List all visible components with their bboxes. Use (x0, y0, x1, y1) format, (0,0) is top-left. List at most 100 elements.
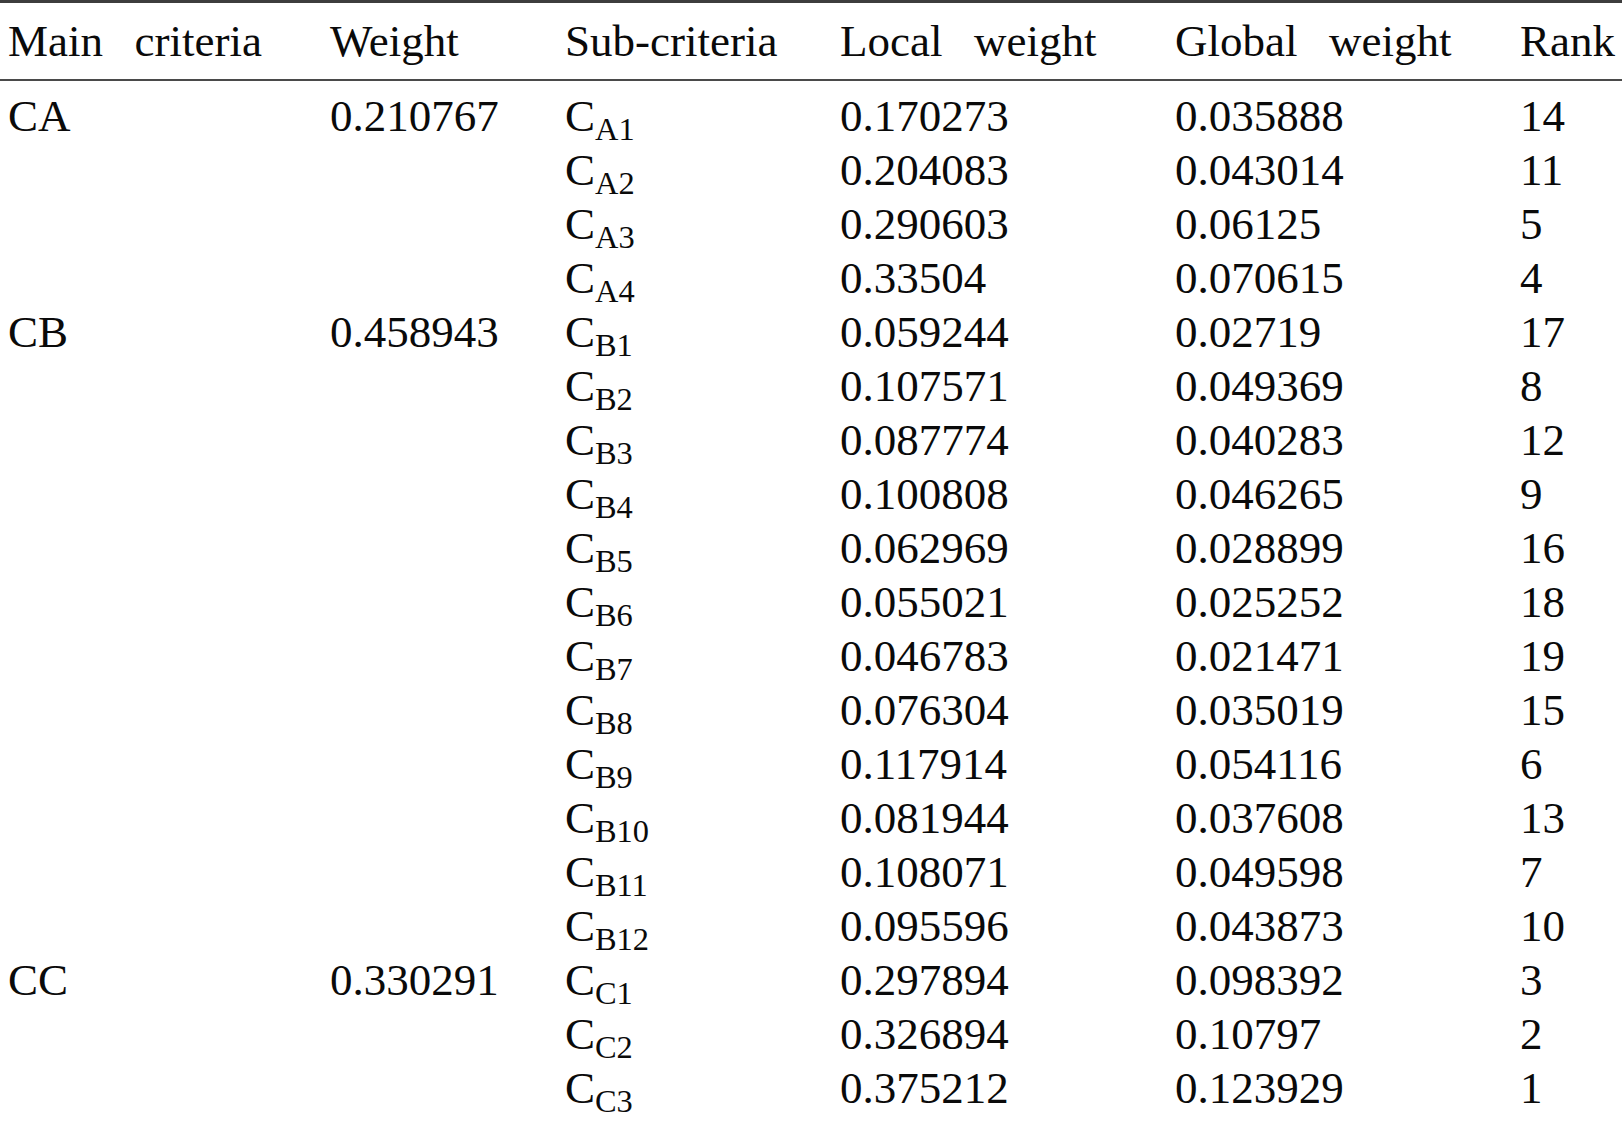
sub-criteria-cell: CC3 (565, 1061, 840, 1144)
header-local-weight: Local weight (840, 2, 1175, 81)
local-weight-cell: 0.204083 (840, 143, 1175, 197)
sub-criteria-label: CB10 (565, 793, 649, 843)
local-weight-cell: 0.326894 (840, 1007, 1175, 1061)
sub-criteria-cell: CB11 (565, 845, 840, 899)
sub-criteria-base: C (565, 577, 595, 627)
sub-criteria-cell: CA1 (565, 80, 840, 143)
main-criteria-cell (0, 359, 330, 413)
main-criteria-cell (0, 683, 330, 737)
header-main-criteria: Main criteria (0, 2, 330, 81)
table-row: CC20.3268940.107972 (0, 1007, 1622, 1061)
weight-cell (330, 683, 565, 737)
sub-criteria-subscript: C3 (595, 1083, 633, 1119)
sub-criteria-label: CA3 (565, 199, 635, 249)
sub-criteria-subscript: A1 (595, 111, 635, 147)
weight-cell (330, 629, 565, 683)
main-criteria-cell (0, 251, 330, 305)
local-weight-cell: 0.055021 (840, 575, 1175, 629)
sub-criteria-cell: CA4 (565, 251, 840, 305)
sub-criteria-label: CC2 (565, 1009, 633, 1059)
sub-criteria-base: C (565, 901, 595, 951)
rank-cell: 13 (1520, 791, 1622, 845)
sub-criteria-subscript: A4 (595, 273, 635, 309)
weight-cell (330, 359, 565, 413)
header-rank: Rank (1520, 2, 1622, 81)
sub-criteria-base: C (565, 307, 595, 357)
sub-criteria-base: C (565, 361, 595, 411)
local-weight-cell: 0.046783 (840, 629, 1175, 683)
rank-cell: 5 (1520, 197, 1622, 251)
sub-criteria-base: C (565, 739, 595, 789)
rank-cell: 9 (1520, 467, 1622, 521)
header-sub-criteria: Sub-criteria (565, 2, 840, 81)
sub-criteria-label: CB3 (565, 415, 633, 465)
main-criteria-cell (0, 413, 330, 467)
local-weight-cell: 0.290603 (840, 197, 1175, 251)
sub-criteria-cell: CB5 (565, 521, 840, 575)
sub-criteria-cell: CB8 (565, 683, 840, 737)
global-weight-cell: 0.037608 (1175, 791, 1520, 845)
weight-cell (330, 413, 565, 467)
sub-criteria-label: CB6 (565, 577, 633, 627)
rank-cell: 3 (1520, 953, 1622, 1007)
local-weight-cell: 0.375212 (840, 1061, 1175, 1144)
table-row: CB70.0467830.02147119 (0, 629, 1622, 683)
weight-cell: 0.458943 (330, 305, 565, 359)
sub-criteria-base: C (565, 793, 595, 843)
sub-criteria-label: CA4 (565, 253, 635, 303)
local-weight-cell: 0.170273 (840, 80, 1175, 143)
sub-criteria-subscript: C2 (595, 1029, 633, 1065)
weight-cell (330, 845, 565, 899)
sub-criteria-cell: CA3 (565, 197, 840, 251)
sub-criteria-subscript: B4 (595, 489, 633, 525)
sub-criteria-subscript: B11 (595, 867, 648, 903)
table-row: CB40.1008080.0462659 (0, 467, 1622, 521)
sub-criteria-base: C (565, 523, 595, 573)
weight-cell (330, 1061, 565, 1144)
rank-cell: 19 (1520, 629, 1622, 683)
global-weight-cell: 0.035019 (1175, 683, 1520, 737)
weight-cell (330, 737, 565, 791)
sub-criteria-subscript: B7 (595, 651, 633, 687)
main-criteria-cell: CA (0, 80, 330, 143)
sub-criteria-label: CB4 (565, 469, 633, 519)
global-weight-cell: 0.049598 (1175, 845, 1520, 899)
sub-criteria-cell: CC1 (565, 953, 840, 1007)
sub-criteria-subscript: A2 (595, 165, 635, 201)
global-weight-cell: 0.02719 (1175, 305, 1520, 359)
local-weight-cell: 0.095596 (840, 899, 1175, 953)
global-weight-cell: 0.035888 (1175, 80, 1520, 143)
rank-cell: 6 (1520, 737, 1622, 791)
global-weight-cell: 0.046265 (1175, 467, 1520, 521)
table-row: CB110.1080710.0495987 (0, 845, 1622, 899)
table-row: CB100.0819440.03760813 (0, 791, 1622, 845)
main-criteria-cell: CB (0, 305, 330, 359)
sub-criteria-cell: CB3 (565, 413, 840, 467)
local-weight-cell: 0.108071 (840, 845, 1175, 899)
sub-criteria-base: C (565, 1063, 595, 1113)
local-weight-cell: 0.33504 (840, 251, 1175, 305)
sub-criteria-subscript: B9 (595, 759, 633, 795)
main-criteria-cell (0, 791, 330, 845)
header-weight: Weight (330, 2, 565, 81)
rank-cell: 4 (1520, 251, 1622, 305)
sub-criteria-cell: CB6 (565, 575, 840, 629)
rank-cell: 12 (1520, 413, 1622, 467)
table-row: CB60.0550210.02525218 (0, 575, 1622, 629)
main-criteria-cell (0, 197, 330, 251)
table-row: CC30.3752120.1239291 (0, 1061, 1622, 1144)
rank-cell: 15 (1520, 683, 1622, 737)
weight-cell (330, 197, 565, 251)
global-weight-cell: 0.123929 (1175, 1061, 1520, 1144)
header-global-weight: Global weight (1175, 2, 1520, 81)
global-weight-cell: 0.049369 (1175, 359, 1520, 413)
rank-cell: 10 (1520, 899, 1622, 953)
rank-cell: 18 (1520, 575, 1622, 629)
main-criteria-cell (0, 629, 330, 683)
global-weight-cell: 0.054116 (1175, 737, 1520, 791)
global-weight-cell: 0.043014 (1175, 143, 1520, 197)
weight-cell: 0.210767 (330, 80, 565, 143)
sub-criteria-subscript: B3 (595, 435, 633, 471)
local-weight-cell: 0.107571 (840, 359, 1175, 413)
sub-criteria-cell: CB9 (565, 737, 840, 791)
